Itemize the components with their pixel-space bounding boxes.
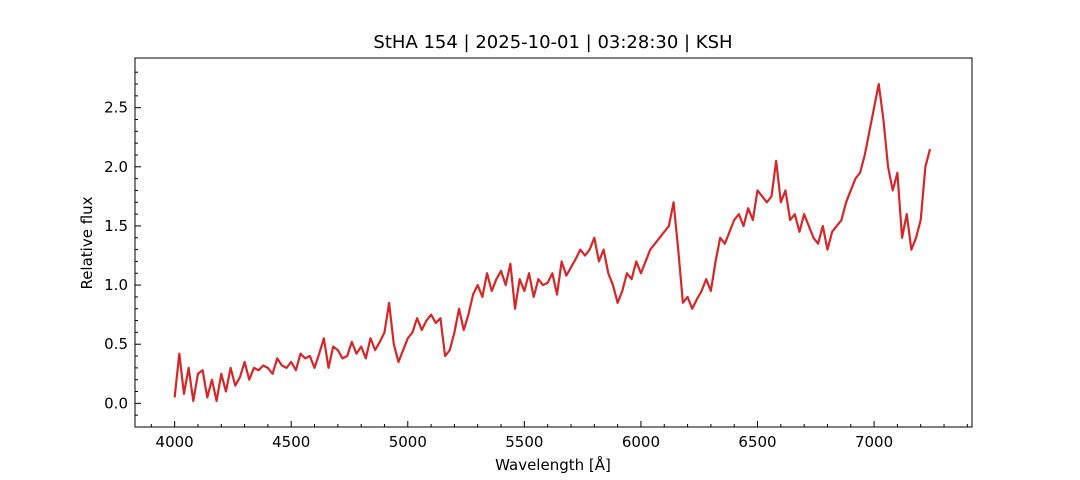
spectrum-line bbox=[173, 82, 932, 403]
y-tick-label: 0.5 bbox=[104, 335, 128, 353]
axes-frame bbox=[134, 57, 973, 428]
x-tick-label: 4500 bbox=[272, 433, 310, 451]
x-axis-label: Wavelength [Å] bbox=[495, 455, 611, 474]
chart-title: StHA 154 | 2025-10-01 | 03:28:30 | KSH bbox=[373, 32, 732, 53]
x-tick-label: 5500 bbox=[505, 433, 543, 451]
x-axis-ticks: 4000 4500 5000 5500 6000 6500 7000 bbox=[150, 421, 968, 451]
x-tick-label: 5000 bbox=[389, 433, 427, 451]
y-tick-label: 2.5 bbox=[104, 99, 128, 117]
plot-area bbox=[173, 82, 932, 403]
y-axis-ticks: 0.0 0.5 1.0 1.5 2.0 2.5 bbox=[104, 71, 141, 416]
x-tick-label: 7000 bbox=[855, 433, 893, 451]
x-tick-label: 6000 bbox=[622, 433, 660, 451]
y-tick-label: 1.5 bbox=[104, 217, 128, 235]
x-tick-label: 4000 bbox=[156, 433, 194, 451]
x-tick-label: 6500 bbox=[738, 433, 776, 451]
y-axis-label: Relative flux bbox=[78, 196, 96, 289]
y-tick-label: 1.0 bbox=[104, 276, 128, 294]
y-tick-label: 0.0 bbox=[104, 394, 128, 412]
y-tick-label: 2.0 bbox=[104, 158, 128, 176]
